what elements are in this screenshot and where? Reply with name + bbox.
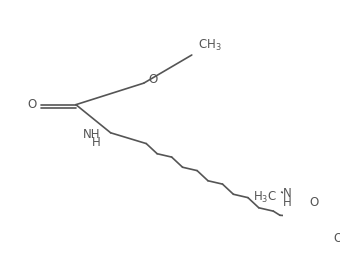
Text: H: H <box>92 136 101 149</box>
Text: N: N <box>283 187 291 200</box>
Text: O: O <box>28 98 37 111</box>
Text: O: O <box>334 232 340 245</box>
Text: O: O <box>309 196 318 209</box>
Text: H: H <box>283 196 291 209</box>
Text: O: O <box>148 73 157 86</box>
Text: NH: NH <box>83 128 101 141</box>
Text: H$_3$C: H$_3$C <box>253 190 277 205</box>
Text: CH$_3$: CH$_3$ <box>199 38 222 53</box>
